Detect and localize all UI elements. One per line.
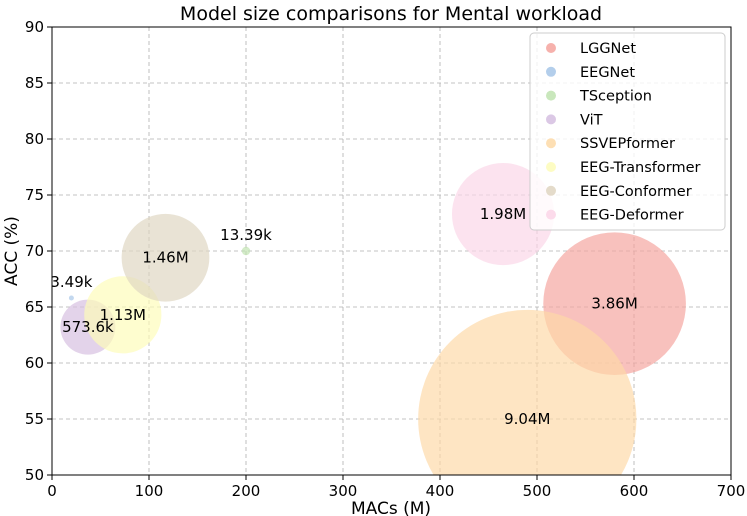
bubble-labels: 3.86M 3.49k 13.39k 573.6k 9.04M 1.13M 1.46M 1.9… bbox=[50, 205, 637, 428]
legend-frame bbox=[529, 32, 726, 231]
legend: LGGNet EEGNet TSception ViT SSVEPformer EEG-T… bbox=[529, 32, 726, 231]
x-tick-label: 400 bbox=[426, 482, 455, 500]
legend-item: ViT bbox=[580, 112, 603, 128]
bubble-eegnet bbox=[68, 295, 74, 301]
y-tick-label: 85 bbox=[25, 74, 44, 92]
bubbles bbox=[60, 162, 686, 475]
legend-marker bbox=[546, 138, 556, 149]
bubble-eeg-conformer bbox=[121, 213, 210, 302]
legend-item: SSVEPformer bbox=[580, 136, 675, 152]
legend-item: TSception bbox=[579, 89, 652, 105]
legend-item: EEG-Conformer bbox=[580, 184, 692, 200]
x-tick-label: 500 bbox=[523, 482, 552, 500]
bubble-label-eeg-conformer: 1.46M bbox=[142, 249, 188, 267]
legend-item: EEG-Transformer bbox=[580, 160, 701, 176]
chart-title: Model size comparisons for Mental worklo… bbox=[180, 3, 602, 25]
y-tick-label: 80 bbox=[25, 130, 44, 148]
legend-marker bbox=[546, 114, 556, 125]
y-tick-label: 70 bbox=[25, 242, 44, 260]
y-tick-label: 75 bbox=[25, 186, 44, 204]
bubble-tsception bbox=[241, 246, 251, 256]
legend-marker bbox=[546, 66, 556, 77]
x-tick-label: 100 bbox=[135, 482, 164, 500]
bubble-ssvepformer bbox=[418, 309, 637, 475]
x-tick-label: 700 bbox=[717, 482, 746, 500]
legend-item: EEGNet bbox=[580, 65, 635, 81]
x-tick-label: 600 bbox=[620, 482, 649, 500]
x-tick-label: 300 bbox=[329, 482, 358, 500]
legend-item: LGGNet bbox=[580, 41, 636, 57]
legend-marker bbox=[546, 209, 556, 220]
y-tick-label: 50 bbox=[25, 466, 44, 484]
bubble-label-tsception: 13.39k bbox=[220, 226, 272, 244]
bubble-eeg-transformer bbox=[84, 276, 162, 354]
legend-marker bbox=[546, 185, 556, 196]
y-tick-label: 90 bbox=[25, 18, 44, 36]
bubble-label-vit: 573.6k bbox=[62, 318, 114, 336]
axis-ticks: 0 100 200 300 400 500 600 700 50 55 60 65 70 75 80 85 90 bbox=[25, 18, 745, 500]
y-axis-label: ACC (%) bbox=[2, 216, 22, 286]
y-tick-label: 65 bbox=[25, 298, 44, 316]
legend-item: EEG-Deformer bbox=[580, 208, 684, 224]
x-tick-label: 0 bbox=[47, 482, 57, 500]
x-tick-label: 200 bbox=[232, 482, 261, 500]
x-axis-label: MACs (M) bbox=[351, 499, 431, 516]
legend-marker bbox=[546, 43, 556, 53]
legend-marker bbox=[546, 90, 556, 101]
bubble-label-eegnet: 3.49k bbox=[50, 273, 92, 291]
bubble-label-eeg-deformer: 1.98M bbox=[480, 205, 526, 223]
legend-marker bbox=[546, 162, 556, 172]
bubble-eeg-deformer bbox=[451, 162, 555, 266]
bubble-label-lggnet: 3.86M bbox=[591, 295, 637, 313]
y-tick-label: 55 bbox=[25, 410, 44, 428]
bubble-label-eeg-transformer: 1.13M bbox=[100, 306, 146, 324]
y-tick-label: 60 bbox=[25, 354, 44, 372]
bubble-label-ssvepformer: 9.04M bbox=[504, 410, 550, 428]
